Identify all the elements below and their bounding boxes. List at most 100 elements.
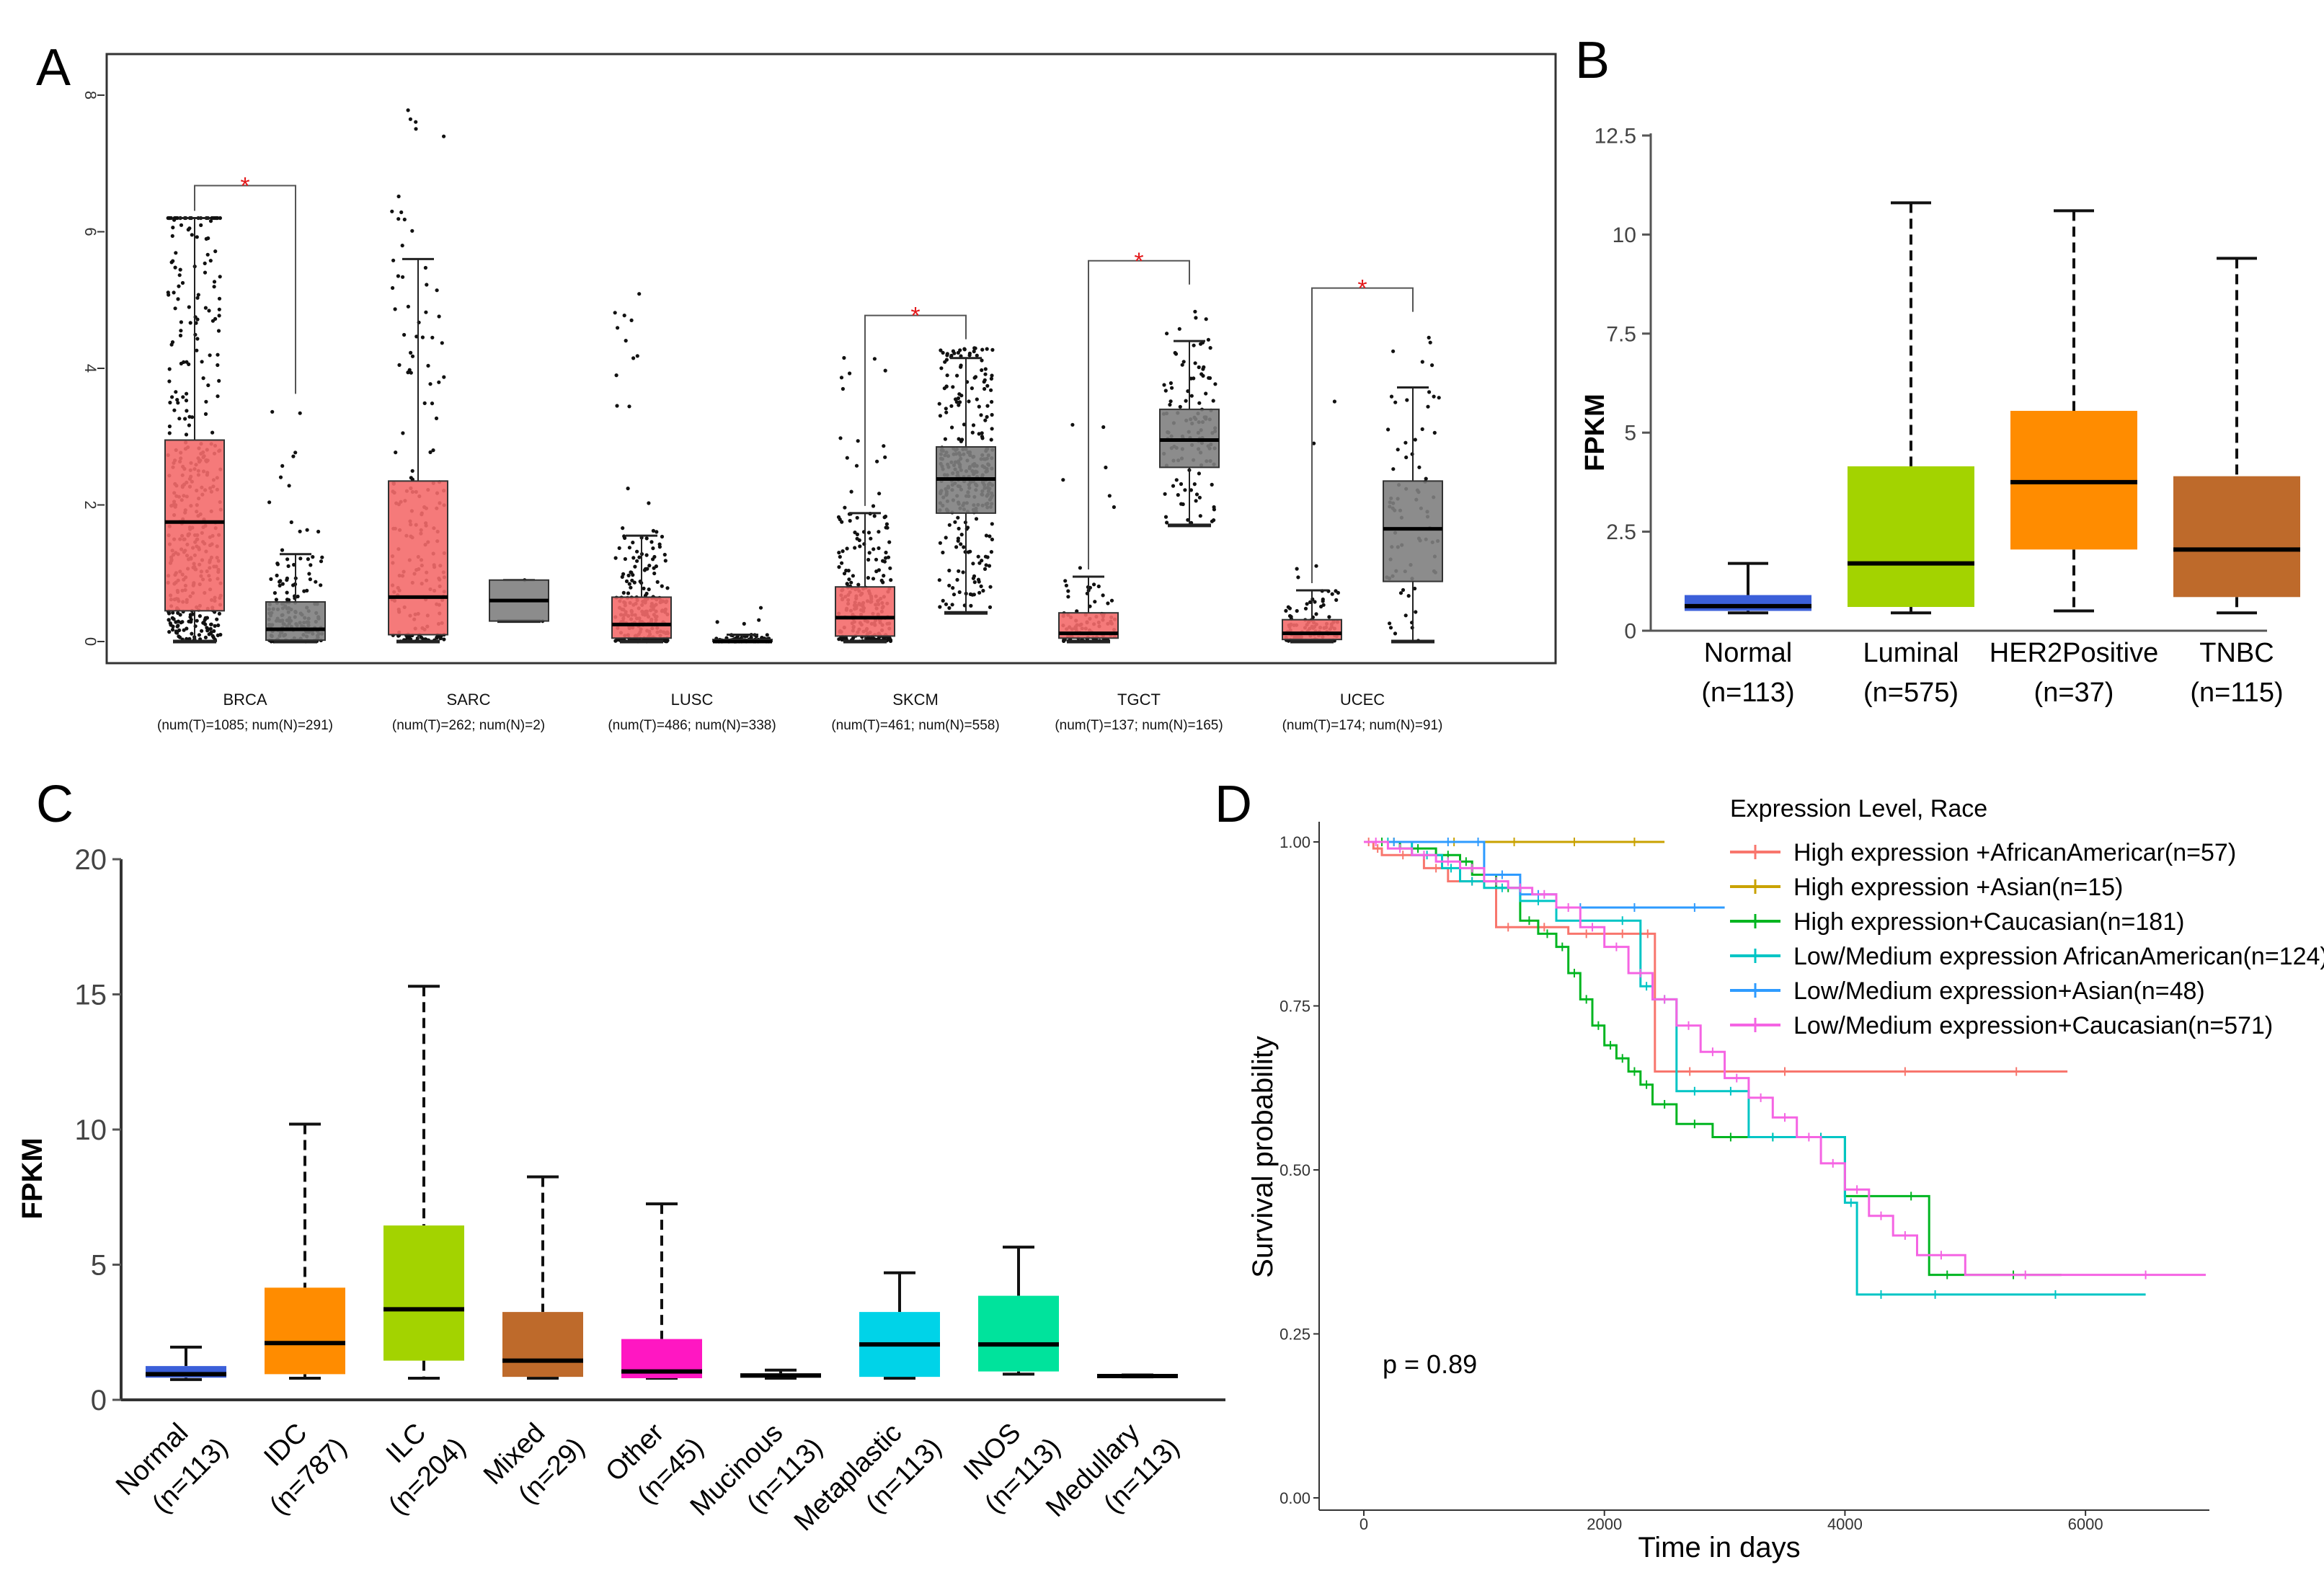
panel-a-point	[1194, 499, 1198, 503]
panel-a-boxes	[164, 217, 1443, 644]
panel-a-point	[631, 556, 636, 560]
panel-a-point	[837, 551, 841, 555]
panel-a-point	[871, 504, 876, 508]
panel-a-point	[1405, 398, 1409, 402]
panel-a-point	[396, 217, 401, 221]
panel-a-point	[957, 569, 961, 573]
panel-a-point	[1194, 492, 1199, 497]
panel-a-point	[296, 594, 300, 599]
panel-a-point	[655, 580, 660, 585]
panel-a-point	[961, 570, 965, 574]
panel-a-point	[983, 554, 988, 559]
panel-d-legend-label: High expression +AfricanAmericar(n=57)	[1793, 839, 2236, 866]
panel-a-point	[970, 386, 974, 391]
panel-a-point	[1210, 519, 1214, 523]
panel-a-point	[849, 580, 853, 585]
panel-a-sig-star: *	[1134, 248, 1143, 275]
panel-a-point	[1199, 372, 1204, 376]
panel-a-point	[408, 117, 413, 121]
panel-a-point	[836, 515, 841, 520]
panel-a-point	[275, 573, 279, 578]
panel-a-point	[216, 394, 220, 399]
panel-a-point	[173, 265, 177, 270]
panel-a-point	[212, 629, 216, 634]
panel-a-point	[990, 537, 994, 542]
panel-a-point	[176, 401, 180, 405]
panel-a-point	[944, 536, 948, 540]
panel-a-point	[195, 235, 199, 239]
panel-a-point	[1393, 400, 1398, 404]
panel-a-point	[278, 579, 283, 583]
panel-a-point	[169, 342, 174, 347]
panel-a-point	[1308, 600, 1313, 605]
panel-a-point	[401, 431, 405, 435]
panel-a-point	[1199, 342, 1203, 346]
panel-a-point	[842, 572, 847, 576]
panel-a-point	[665, 639, 669, 644]
panel-a-point	[188, 613, 192, 617]
panel-a-point	[207, 632, 211, 636]
panel-a-point	[414, 127, 418, 131]
panel-a-point	[1064, 583, 1068, 587]
panel-a-sig-bracket	[864, 314, 967, 506]
panel-a-point	[428, 450, 433, 455]
panel-a-point	[399, 210, 404, 215]
panel-a-point	[1313, 600, 1317, 604]
panel-a-point	[216, 623, 221, 628]
panel-a-point	[391, 258, 396, 262]
panel-a-point	[393, 307, 397, 311]
panel-a-point	[185, 626, 189, 631]
panel-a-point	[841, 549, 845, 554]
panel-a-point	[1427, 390, 1432, 394]
panel-a-point	[216, 329, 221, 333]
panel-c-ytick-label: 15	[75, 980, 107, 1011]
panel-a-point	[187, 423, 191, 427]
panel-a-point	[972, 349, 976, 354]
panel-a-point	[983, 418, 988, 422]
panel-a-point	[166, 290, 170, 295]
panel-a-point	[172, 408, 177, 412]
panel-a-point	[409, 476, 413, 480]
panel-a-point	[990, 399, 994, 404]
panel-d-legend-title: Expression Level, Race	[1730, 795, 1987, 822]
panel-a-point	[949, 404, 954, 408]
panel-a-point	[270, 409, 275, 414]
panel-a-point	[167, 379, 172, 383]
panel-a-point	[200, 629, 204, 633]
panel-a-point	[983, 386, 987, 391]
panel-a-point	[626, 487, 630, 491]
panel-a-point	[275, 562, 280, 567]
panel-b-boxplot: FPKM 0 2.5 5 7.5 10 12.5 Normal (n=113) Luminal…	[1580, 125, 2300, 708]
panel-a-point	[1198, 514, 1202, 518]
panel-a-point	[1420, 427, 1424, 432]
panel-a-point	[1192, 343, 1196, 347]
panel-a-point	[298, 529, 302, 533]
panel-a-point	[180, 280, 185, 285]
panel-a-point	[983, 567, 988, 572]
panel-a-point	[950, 603, 954, 607]
panel-a-point	[201, 376, 205, 381]
panel-a-category-sublabel: (num(T)=174; num(N)=91)	[1282, 718, 1443, 733]
panel-a-point	[185, 391, 189, 396]
panel-a-point	[883, 368, 887, 373]
panel-a-point	[947, 523, 952, 527]
panel-a-point	[944, 602, 949, 606]
panel-a-point	[212, 285, 216, 289]
panel-a-category-sublabel: (num(T)=262; num(N)=2)	[392, 718, 545, 733]
panel-a-point	[1413, 586, 1417, 591]
panel-a-point	[179, 320, 183, 324]
panel-a-point	[939, 348, 943, 352]
panel-a-point	[1092, 582, 1096, 587]
panel-a-point	[956, 396, 961, 401]
panel-a-point	[167, 424, 172, 429]
panel-a-point	[177, 273, 182, 278]
panel-a-point	[874, 569, 879, 574]
panel-a-point	[397, 363, 402, 367]
panel-a-point	[629, 570, 634, 575]
panel-a-point	[170, 395, 174, 399]
panel-a-point	[951, 385, 955, 389]
panel-a-frame	[105, 53, 1557, 665]
panel-a-box	[164, 439, 225, 612]
panel-a-point	[1194, 316, 1198, 320]
panel-d-xtick-label: 2000	[1587, 1515, 1622, 1533]
